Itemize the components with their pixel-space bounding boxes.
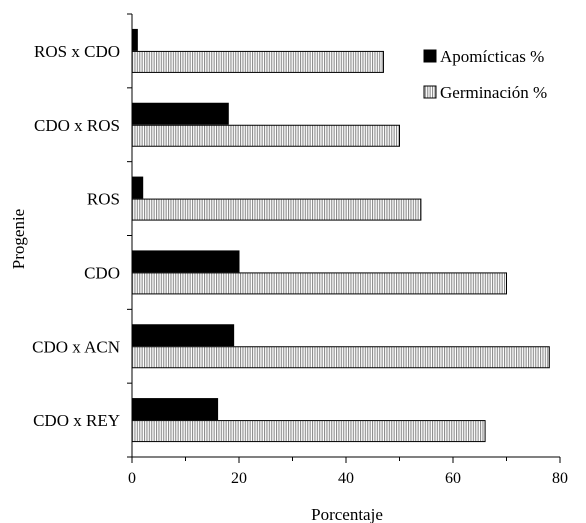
bar-germinacion <box>131 346 550 369</box>
x-tick-label: 0 <box>128 470 136 487</box>
category-label: ROS <box>87 190 120 209</box>
legend-swatch-germinacion <box>423 85 437 99</box>
legend-swatch-apomicticas <box>423 49 437 63</box>
bar-apomicticas <box>131 250 240 273</box>
bar-apomicticas <box>131 28 138 51</box>
plot-area: 0 20 40 60 80 ROS x CDO CDO x ROS ROS CDO CDO x A… <box>32 13 568 487</box>
bar-germinacion <box>131 198 422 221</box>
category-label: CDO x ROS <box>34 116 120 135</box>
bar-germinacion <box>131 124 400 147</box>
bar-apomicticas <box>131 324 235 347</box>
bar-apomicticas <box>131 102 229 125</box>
bar-apomicticas <box>131 398 219 421</box>
bar-germinacion <box>131 420 486 443</box>
x-tick-label: 80 <box>552 470 568 487</box>
bar-germinacion <box>131 50 384 73</box>
x-tick-label: 40 <box>338 470 354 487</box>
category-label: CDO <box>84 263 120 282</box>
category-label: CDO x REY <box>33 411 120 430</box>
x-tick-label: 60 <box>445 470 461 487</box>
legend-label: Germinación % <box>440 83 547 102</box>
category-label: ROS x CDO <box>34 42 120 61</box>
x-axis-title: Porcentaje <box>311 505 383 523</box>
legend-label: Apomícticas % <box>440 47 544 66</box>
x-tick-label: 20 <box>231 470 247 487</box>
bar-germinacion <box>131 272 507 295</box>
y-axis-title: Progenie <box>9 209 28 269</box>
bar-apomicticas <box>131 176 144 199</box>
category-label: CDO x ACN <box>32 337 120 356</box>
legend: Apomícticas % Germinación % <box>423 47 547 102</box>
